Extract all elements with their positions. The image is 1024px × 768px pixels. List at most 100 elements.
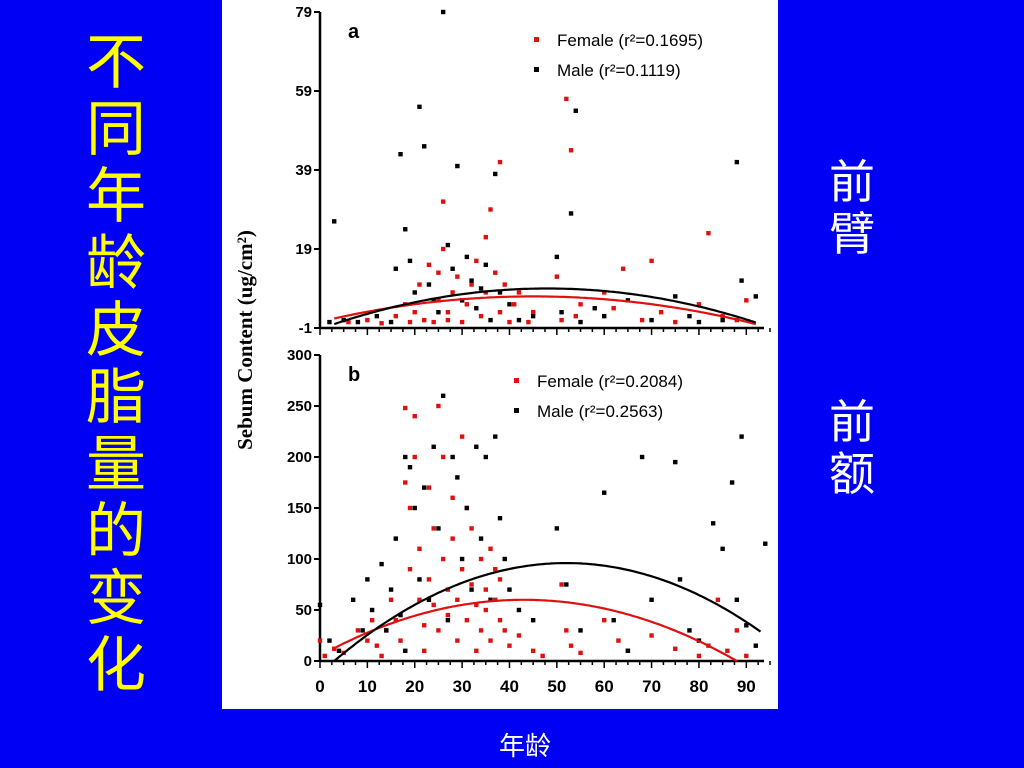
scatter-point-female-a bbox=[431, 319, 436, 325]
scatter-point-female-b bbox=[483, 587, 488, 592]
scatter-point-male-b bbox=[445, 618, 451, 623]
scatter-point-female-b bbox=[379, 653, 384, 659]
scatter-point-female-a bbox=[497, 310, 503, 315]
scatter-point-female-b bbox=[426, 577, 432, 582]
scatter-point-female-b bbox=[431, 526, 436, 531]
scatter-point-female-b bbox=[474, 602, 479, 608]
legend-marker-male-a bbox=[534, 67, 539, 72]
scatter-point-male-b bbox=[469, 587, 474, 592]
scatter-point-male-b bbox=[729, 480, 735, 485]
scatter-point-female-a bbox=[469, 282, 474, 287]
scatter-point-female-a bbox=[493, 270, 498, 275]
scatter-point-male-b bbox=[710, 521, 716, 526]
scatter-point-female-a bbox=[512, 302, 517, 307]
scatter-point-female-a bbox=[526, 319, 531, 325]
scatter-point-female-b bbox=[497, 618, 503, 623]
scatter-point-male-a bbox=[474, 306, 479, 311]
scatter-point-male-a bbox=[734, 159, 740, 165]
legend-marker-female-b bbox=[514, 378, 519, 383]
scatter-point-female-a bbox=[620, 266, 626, 271]
x-tick-label-b: 60 bbox=[595, 677, 614, 696]
scatter-point-male-a bbox=[696, 319, 702, 325]
scatter-point-female-a bbox=[516, 290, 522, 295]
scatter-point-male-b bbox=[440, 393, 446, 398]
scatter-point-male-b bbox=[327, 638, 332, 643]
scatter-point-female-b bbox=[478, 628, 484, 633]
scatter-point-female-b bbox=[564, 628, 569, 633]
scatter-point-male-a bbox=[445, 242, 451, 248]
scatter-point-male-b bbox=[426, 597, 432, 602]
scatter-point-female-a bbox=[502, 282, 507, 287]
y-tick-label-a: -1 bbox=[299, 320, 312, 337]
scatter-point-female-a bbox=[530, 310, 536, 315]
scatter-point-female-b bbox=[403, 480, 408, 485]
scatter-point-female-b bbox=[744, 653, 749, 659]
scatter-point-male-b bbox=[578, 628, 583, 633]
scatter-point-female-b bbox=[393, 618, 398, 623]
side-label-forehead: 前额 bbox=[829, 395, 875, 501]
scatter-point-female-b bbox=[516, 633, 522, 638]
scatter-point-female-b bbox=[445, 612, 451, 618]
scatter-point-female-a bbox=[578, 302, 583, 307]
scatter-point-female-b bbox=[540, 653, 545, 659]
scatter-point-male-b bbox=[720, 546, 725, 551]
scatter-point-male-a bbox=[478, 286, 484, 291]
scatter-point-female-b bbox=[412, 414, 417, 419]
y-tick-label-a: 39 bbox=[295, 162, 312, 179]
scatter-point-female-a bbox=[568, 148, 574, 153]
panel-label-b: b bbox=[348, 364, 360, 386]
scatter-point-male-b bbox=[602, 490, 607, 495]
scatter-point-female-b bbox=[559, 582, 564, 587]
fit-curve-male-a bbox=[333, 287, 757, 326]
scatter-point-male-b bbox=[673, 459, 678, 465]
x-tick-label-b: 40 bbox=[500, 677, 519, 696]
scatter-point-female-b bbox=[469, 582, 474, 587]
scatter-point-male-b bbox=[753, 643, 758, 648]
scatter-point-male-b bbox=[369, 607, 375, 613]
scatter-point-female-a bbox=[564, 96, 569, 102]
scatter-point-male-a bbox=[488, 317, 493, 323]
scatter-point-female-b bbox=[497, 577, 503, 582]
scatter-point-female-b bbox=[417, 546, 422, 551]
scatter-point-male-b bbox=[388, 587, 394, 592]
scatter-point-female-b bbox=[493, 567, 498, 572]
x-axis-caption-age: 年龄 bbox=[498, 732, 551, 762]
scatter-point-female-a bbox=[440, 246, 446, 252]
scatter-point-female-b bbox=[459, 567, 465, 572]
scatter-point-male-b bbox=[379, 561, 384, 567]
legend-marker-male-b bbox=[514, 408, 519, 413]
scatter-point-female-b bbox=[355, 628, 361, 633]
scatter-point-male-b bbox=[734, 597, 740, 602]
scatter-point-female-b bbox=[488, 546, 493, 551]
scatter-point-female-a bbox=[459, 319, 465, 325]
scatter-point-male-b bbox=[417, 577, 422, 582]
legend-label-male-b: Male (r²=0.2563) bbox=[537, 402, 663, 421]
scatter-point-female-b bbox=[483, 607, 488, 613]
scatter-point-male-b bbox=[493, 434, 498, 439]
y-tick-label-b: 100 bbox=[287, 551, 312, 568]
scatter-point-male-a bbox=[720, 317, 725, 323]
scatter-point-female-b bbox=[488, 638, 493, 643]
scatter-point-female-a bbox=[422, 317, 427, 323]
scatter-point-female-a bbox=[445, 317, 451, 323]
scatter-point-female-b bbox=[365, 638, 370, 643]
scatter-point-female-a bbox=[379, 321, 384, 326]
scatter-point-female-b bbox=[436, 628, 441, 633]
scatter-point-male-a bbox=[753, 294, 758, 299]
scatter-point-female-a bbox=[649, 258, 654, 264]
scatter-point-female-a bbox=[573, 313, 578, 319]
scatter-point-male-a bbox=[436, 310, 441, 315]
scatter-point-male-b bbox=[350, 597, 356, 602]
scatter-point-female-b bbox=[440, 556, 446, 562]
scatter-point-female-b bbox=[407, 505, 413, 511]
scatter-point-female-a bbox=[450, 290, 455, 295]
scatter-point-female-a bbox=[365, 317, 370, 323]
y-tick-label-b: 300 bbox=[287, 347, 312, 364]
scatter-point-male-b bbox=[625, 648, 631, 653]
scatter-point-male-b bbox=[407, 465, 413, 470]
scatter-point-male-a bbox=[440, 9, 446, 15]
scatter-point-female-b bbox=[455, 597, 460, 602]
scatter-point-male-b bbox=[564, 582, 569, 587]
legend-label-female-a: Female (r²=0.1695) bbox=[557, 31, 703, 50]
scatter-point-male-b bbox=[365, 577, 370, 582]
